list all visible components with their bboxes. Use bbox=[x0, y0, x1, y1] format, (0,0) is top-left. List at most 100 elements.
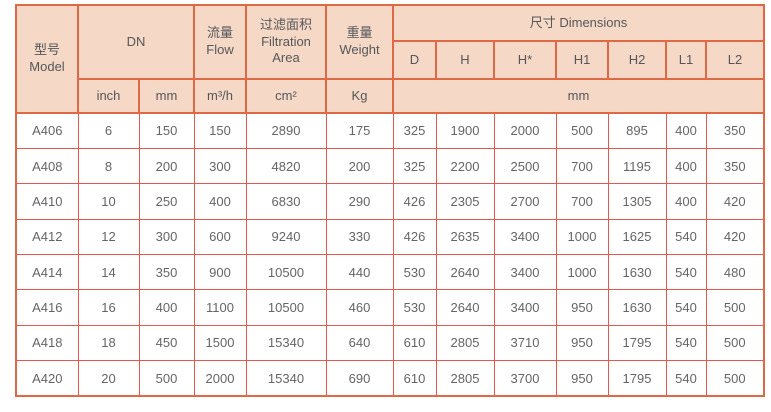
model-cell: A410 bbox=[15, 183, 79, 220]
model-label-zh: 型号 bbox=[33, 42, 60, 58]
value-cell: 2805 bbox=[435, 324, 495, 362]
flow-label-en: Flow bbox=[206, 42, 234, 57]
value-cell: 9240 bbox=[245, 218, 327, 256]
header-row-groups: 型号 Model DN 流量 Flow 过滤面积 Filtration Area… bbox=[15, 4, 765, 114]
unit-mm: mm bbox=[138, 78, 195, 114]
model-cell: A406 bbox=[15, 112, 79, 149]
filtration-label-zh: 过滤面积 bbox=[259, 16, 312, 32]
col-header-flow: 流量 Flow bbox=[193, 4, 247, 80]
table-row: A418 18 450 1500 15340 640 610 2805 3710 950 1795 5… bbox=[15, 324, 765, 362]
value-cell: 600 bbox=[193, 218, 247, 256]
col-header-h: H bbox=[435, 40, 495, 80]
value-cell: 18 bbox=[77, 324, 140, 362]
value-cell: 300 bbox=[193, 147, 247, 185]
value-cell: 20 bbox=[77, 360, 140, 397]
value-cell: 15340 bbox=[245, 360, 327, 397]
value-cell: 330 bbox=[325, 218, 394, 256]
value-cell: 540 bbox=[665, 253, 707, 291]
value-cell: 350 bbox=[138, 253, 195, 291]
unit-dims: mm bbox=[392, 78, 765, 114]
value-cell: 1795 bbox=[607, 360, 667, 397]
value-cell: 895 bbox=[607, 112, 667, 149]
filtration-label-en2: Area bbox=[272, 50, 300, 66]
value-cell: 10500 bbox=[245, 289, 327, 326]
value-cell: 2200 bbox=[435, 147, 495, 185]
value-cell: 350 bbox=[705, 112, 765, 149]
model-cell: A414 bbox=[15, 253, 79, 291]
value-cell: 10 bbox=[77, 183, 140, 220]
value-cell: 400 bbox=[138, 289, 195, 326]
value-cell: 1630 bbox=[607, 289, 667, 326]
flow-label-zh: 流量 bbox=[206, 25, 233, 41]
value-cell: 540 bbox=[665, 218, 707, 256]
value-cell: 6830 bbox=[245, 183, 327, 220]
value-cell: 400 bbox=[665, 183, 707, 220]
col-header-filtration: 过滤面积 Filtration Area bbox=[245, 4, 327, 80]
value-cell: 1305 bbox=[607, 183, 667, 220]
value-cell: 500 bbox=[705, 324, 765, 362]
value-cell: 150 bbox=[138, 112, 195, 149]
value-cell: 950 bbox=[555, 360, 609, 397]
value-cell: 1630 bbox=[607, 253, 667, 291]
value-cell: 150 bbox=[193, 112, 247, 149]
value-cell: 400 bbox=[665, 147, 707, 185]
col-header-l1: L1 bbox=[665, 40, 707, 80]
header-row-dimension-cols: D H H* H1 H2 L1 L2 bbox=[16, 40, 765, 80]
col-header-model: 型号 Model bbox=[15, 4, 79, 114]
value-cell: 400 bbox=[665, 112, 707, 149]
value-cell: 1100 bbox=[193, 289, 247, 326]
value-cell: 530 bbox=[392, 289, 437, 326]
value-cell: 950 bbox=[555, 289, 609, 326]
value-cell: 4820 bbox=[245, 147, 327, 185]
value-cell: 610 bbox=[392, 324, 437, 362]
value-cell: 2500 bbox=[493, 147, 557, 185]
value-cell: 700 bbox=[555, 183, 609, 220]
weight-label-zh: 重量 bbox=[346, 25, 373, 41]
model-cell: A412 bbox=[15, 218, 79, 256]
table-row: A410 10 250 400 6830 290 426 2305 2700 700 1305 400… bbox=[15, 183, 765, 220]
value-cell: 540 bbox=[665, 360, 707, 397]
table-body: A406 6 150 150 2890 175 325 1900 2000 500 895 400 35… bbox=[15, 112, 765, 397]
weight-label-en: Weight bbox=[339, 42, 380, 57]
table-row: A416 16 400 1100 10500 460 530 2640 3400 950 1630 5… bbox=[15, 289, 765, 326]
value-cell: 1000 bbox=[555, 218, 609, 256]
value-cell: 290 bbox=[325, 183, 394, 220]
value-cell: 6 bbox=[77, 112, 140, 149]
col-header-dn: DN bbox=[77, 4, 195, 80]
value-cell: 2640 bbox=[435, 253, 495, 291]
table-row: A414 14 350 900 10500 440 530 2640 3400 1000 1630 5… bbox=[15, 253, 765, 291]
value-cell: 3400 bbox=[493, 253, 557, 291]
value-cell: 450 bbox=[138, 324, 195, 362]
col-header-h1: H1 bbox=[555, 40, 609, 80]
value-cell: 2305 bbox=[435, 183, 495, 220]
spec-table: 型号 Model DN 流量 Flow 过滤面积 Filtration Area… bbox=[15, 4, 765, 397]
value-cell: 2805 bbox=[435, 360, 495, 397]
value-cell: 3400 bbox=[493, 289, 557, 326]
value-cell: 460 bbox=[325, 289, 394, 326]
value-cell: 250 bbox=[138, 183, 195, 220]
value-cell: 420 bbox=[705, 183, 765, 220]
unit-flow: m³/h bbox=[193, 78, 247, 114]
col-header-h2: H2 bbox=[607, 40, 667, 80]
value-cell: 15340 bbox=[245, 324, 327, 362]
value-cell: 540 bbox=[665, 324, 707, 362]
value-cell: 200 bbox=[325, 147, 394, 185]
value-cell: 540 bbox=[665, 289, 707, 326]
unit-inch: inch bbox=[77, 78, 140, 114]
model-cell: A408 bbox=[15, 147, 79, 185]
value-cell: 530 bbox=[392, 253, 437, 291]
value-cell: 2635 bbox=[435, 218, 495, 256]
value-cell: 10500 bbox=[245, 253, 327, 291]
value-cell: 420 bbox=[705, 218, 765, 256]
table-row: A412 12 300 600 9240 330 426 2635 3400 1000 1625 54… bbox=[15, 218, 765, 256]
value-cell: 2000 bbox=[193, 360, 247, 397]
table-row: A406 6 150 150 2890 175 325 1900 2000 500 895 400 35… bbox=[15, 112, 765, 149]
value-cell: 300 bbox=[138, 218, 195, 256]
unit-weight: Kg bbox=[325, 78, 394, 114]
value-cell: 610 bbox=[392, 360, 437, 397]
value-cell: 690 bbox=[325, 360, 394, 397]
value-cell: 2890 bbox=[245, 112, 327, 149]
value-cell: 325 bbox=[392, 147, 437, 185]
value-cell: 16 bbox=[77, 289, 140, 326]
value-cell: 325 bbox=[392, 112, 437, 149]
